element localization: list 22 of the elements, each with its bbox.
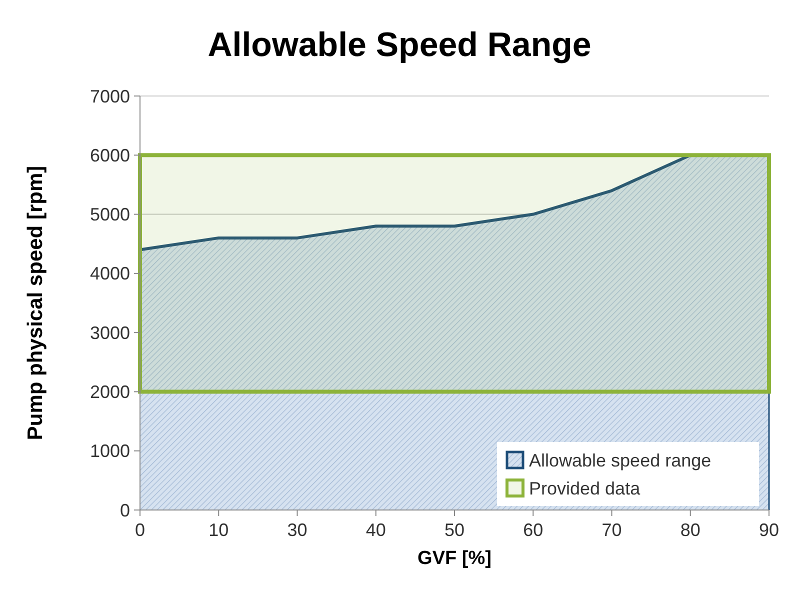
y-tick-label: 3000: [90, 322, 130, 343]
x-tick-label: 80: [680, 520, 700, 540]
y-tick-label: 5000: [90, 204, 130, 225]
legend-label: Provided data: [529, 478, 642, 498]
x-tick-label: 60: [523, 520, 544, 540]
y-tick-label: 6000: [90, 145, 130, 166]
x-tick-label: 0: [134, 520, 146, 540]
x-tick-label: 50: [444, 520, 465, 540]
chart-title: Allowable Speed Range: [208, 26, 592, 64]
legend-label: Allowable speed range: [529, 450, 712, 470]
y-tick-label: 1000: [90, 441, 130, 462]
x-tick-label: 40: [366, 520, 386, 540]
y-tick-label: 4000: [90, 264, 130, 284]
y-axis-title: Pump physical speed [rpm]: [24, 166, 47, 440]
y-tick-label: 2000: [90, 382, 130, 402]
x-tick-label: 10: [208, 520, 229, 540]
x-tick-label: 70: [602, 520, 622, 540]
y-tick-label: 7000: [90, 86, 130, 106]
y-tick-label: 0: [120, 500, 130, 520]
x-axis-title: GVF [%]: [418, 548, 492, 569]
x-tick-label: 90: [758, 520, 780, 540]
x-tick-label: 30: [287, 520, 308, 540]
